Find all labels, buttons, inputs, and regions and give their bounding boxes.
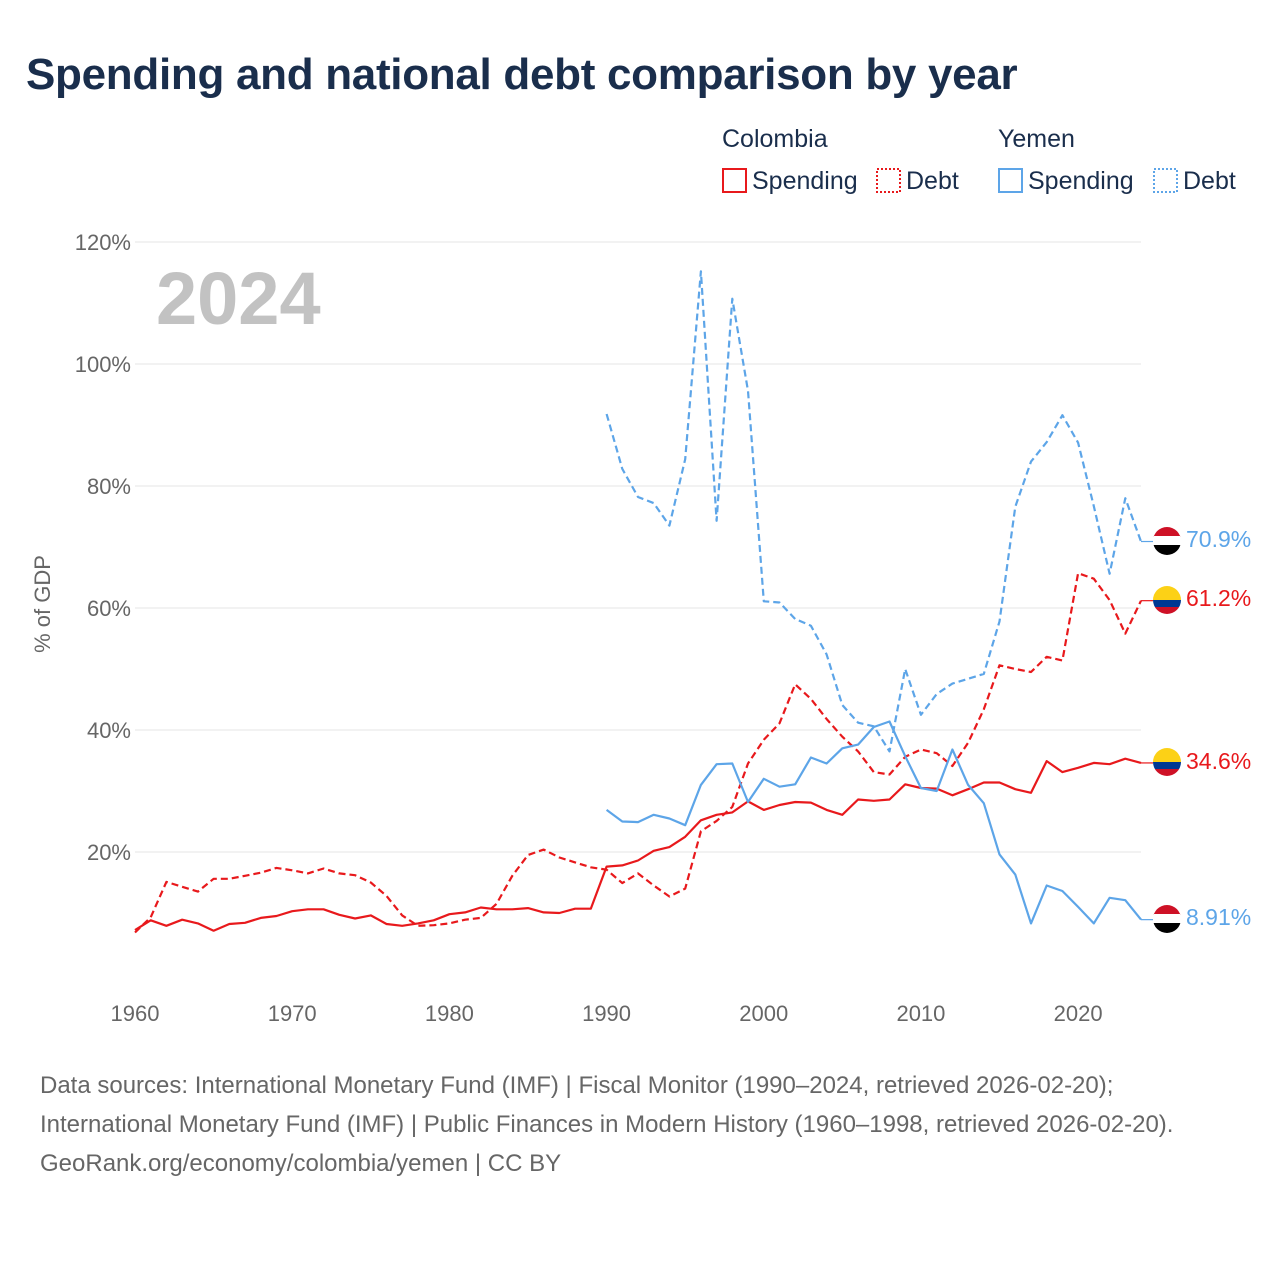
legend-swatch-yemen-spending	[998, 168, 1023, 193]
y-axis-label: % of GDP	[30, 555, 55, 653]
legend-label-yemen-debt: Debt	[1183, 167, 1236, 195]
series-line-colombia-spending[interactable]	[134, 757, 1142, 932]
legend-item-yemen-debt[interactable]: Debt	[1153, 167, 1236, 195]
legend-item-colombia-debt[interactable]: Debt	[876, 167, 959, 195]
legend-swatch-colombia-spending	[722, 168, 747, 193]
y-tick-label: 100%	[75, 352, 131, 377]
year-stamp: 2024	[156, 257, 321, 340]
colombia-flag-icon	[1153, 748, 1181, 776]
grid-lines	[135, 241, 1141, 853]
x-tick-label: 1970	[268, 1001, 317, 1026]
legend-label-colombia-debt: Debt	[906, 167, 959, 195]
x-tick-label: 2000	[739, 1001, 788, 1026]
footer: Data sources: International Monetary Fun…	[40, 1066, 1240, 1183]
legend-label-yemen-spending: Spending	[1028, 167, 1134, 195]
y-tick-label: 60%	[87, 596, 131, 621]
credit-link[interactable]: GeoRank.org/economy/colombia/yemen | CC …	[40, 1150, 562, 1177]
x-tick-label: 1980	[425, 1001, 474, 1026]
x-tick-label: 1990	[582, 1001, 631, 1026]
end-label-colombia-spending: 34.6%	[1186, 748, 1251, 774]
legend: Colombia Spending Debt Yemen Spending De…	[722, 125, 1236, 195]
legend-item-yemen-spending[interactable]: Spending	[998, 167, 1134, 195]
data-sources: Data sources: International Monetary Fun…	[40, 1072, 1174, 1138]
series-line-colombia-debt[interactable]	[134, 572, 1142, 934]
series-lines	[134, 270, 1143, 934]
legend-item-colombia-spending[interactable]: Spending	[722, 167, 858, 195]
legend-swatch-yemen-debt	[1153, 168, 1178, 193]
end-label-yemen-debt: 70.9%	[1186, 526, 1251, 552]
y-tick-label: 80%	[87, 474, 131, 499]
y-tick-label: 20%	[87, 840, 131, 865]
series-line-yemen-debt[interactable]	[605, 270, 1143, 753]
y-tick-label: 120%	[75, 230, 131, 255]
x-tick-label: 2010	[896, 1001, 945, 1026]
legend-group-yemen: Yemen	[998, 125, 1075, 153]
legend-label-colombia-spending: Spending	[752, 167, 858, 195]
yemen-flag-icon	[1153, 905, 1181, 933]
end-label-colombia-debt: 61.2%	[1186, 585, 1251, 611]
chart-title: Spending and national debt comparison by…	[26, 50, 1018, 99]
end-markers: 70.9% 61.2% 34.6% 8.91%	[1141, 526, 1251, 933]
axis-ticks: 20% 40% 60% 80% 100% 120% 1960 1970 1980 1990 2000…	[75, 230, 1103, 1026]
legend-group-colombia: Colombia	[722, 125, 828, 153]
y-tick-label: 40%	[87, 718, 131, 743]
series-line-yemen-spending[interactable]	[605, 720, 1142, 925]
yemen-flag-icon	[1153, 527, 1181, 555]
legend-swatch-colombia-debt	[876, 168, 901, 193]
end-label-yemen-spending: 8.91%	[1186, 904, 1251, 930]
x-tick-label: 2020	[1054, 1001, 1103, 1026]
x-tick-label: 1960	[111, 1001, 160, 1026]
colombia-flag-icon	[1153, 586, 1181, 614]
